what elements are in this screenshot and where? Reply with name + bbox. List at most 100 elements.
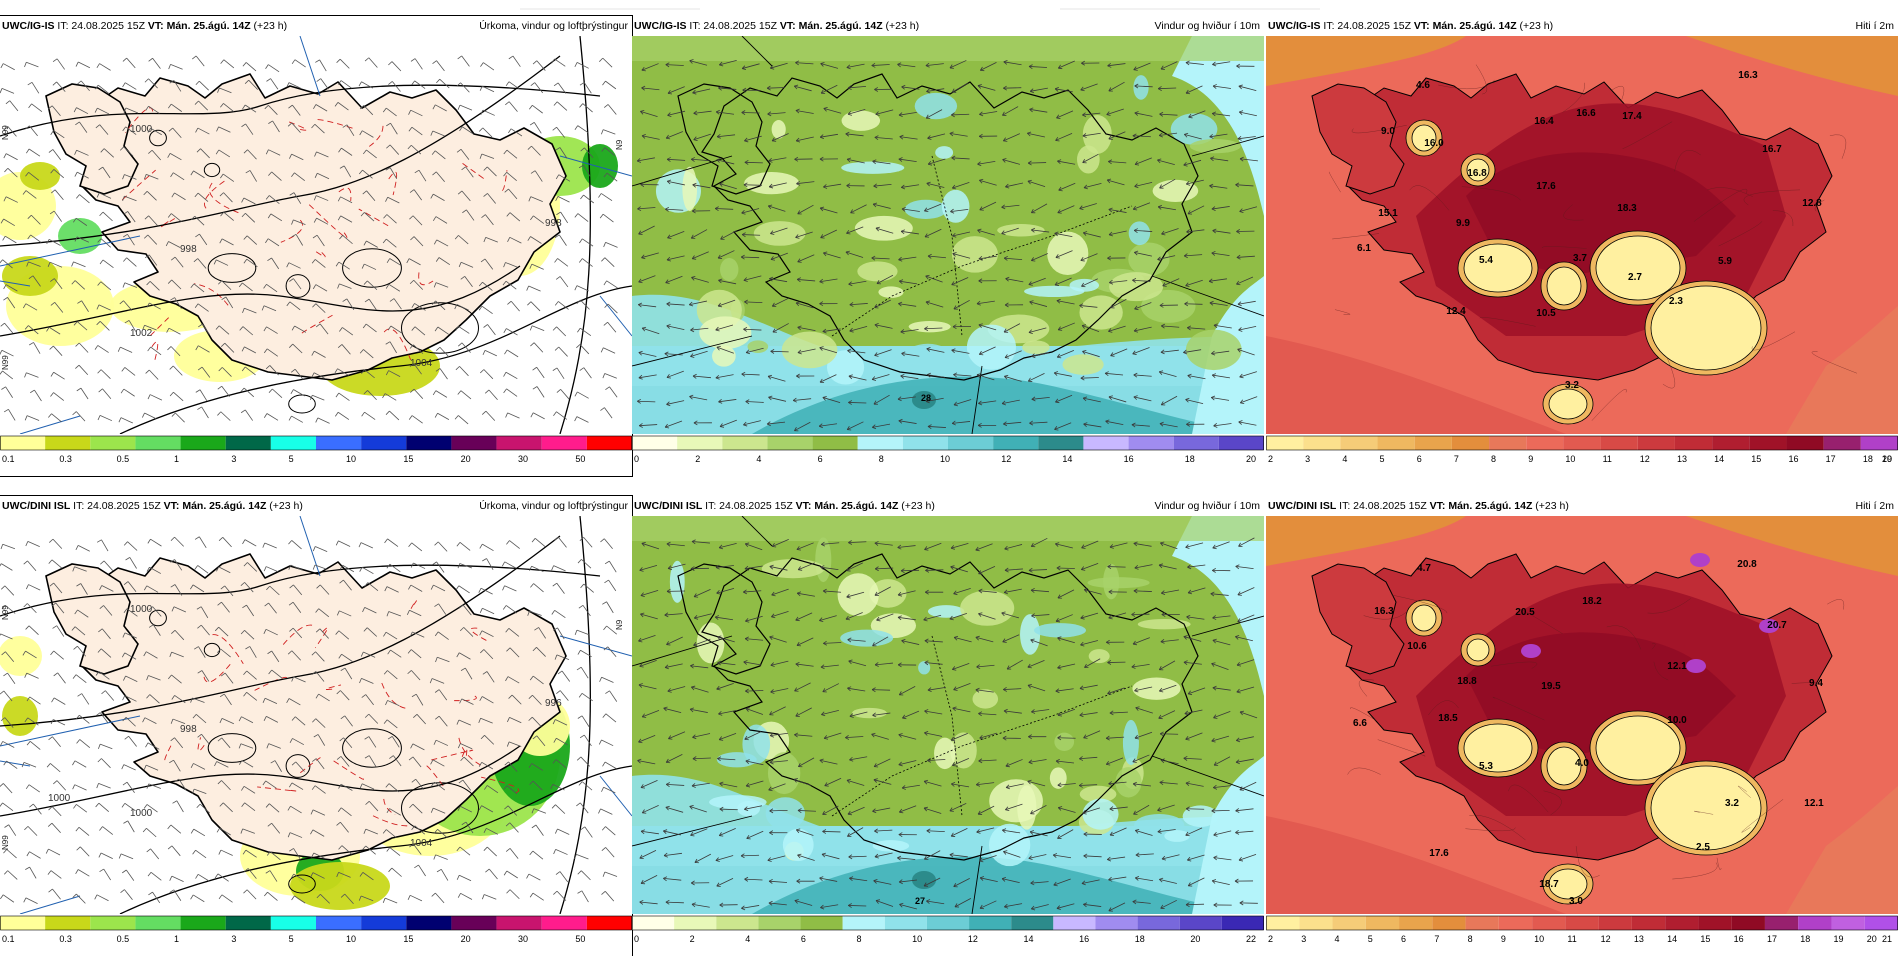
colorbar-swatch	[587, 916, 632, 930]
colorbar-tick-label: 6	[1401, 934, 1406, 944]
temp-label: 5.4	[1479, 255, 1493, 266]
init-time: IT: 24.08.2025 15Z	[73, 500, 161, 512]
colorbar-tick-label: 20	[461, 454, 471, 464]
colorbar-tick-label: 16	[1079, 934, 1089, 944]
colorbar-tick-label: 10	[912, 934, 922, 944]
model-name: UWC/DINI ISL	[2, 500, 70, 512]
colorbar-swatch	[497, 436, 542, 450]
colorbar-tick-label: 2	[1268, 934, 1273, 944]
hot-spot	[1521, 644, 1541, 658]
top-separator-left	[520, 8, 700, 10]
colorbar-tick-label: 1	[174, 454, 179, 464]
wind-patch	[905, 344, 951, 368]
colorbar-swatch	[1712, 436, 1749, 450]
lead-time: (+23 h)	[254, 20, 288, 32]
colorbar-swatch	[135, 916, 180, 930]
glacier	[1651, 766, 1761, 850]
temp-label: 17.6	[1429, 848, 1449, 859]
wind-patch	[754, 221, 806, 246]
wind-patch	[768, 752, 800, 794]
colorbar-tick-label: 20	[1190, 934, 1200, 944]
colorbar-swatch	[927, 916, 969, 930]
temp-label: 16.6	[1576, 108, 1596, 119]
wind-patch	[766, 797, 805, 830]
panel-title: UWC/IG-IS IT: 24.08.2025 15Z VT: Mán. 25…	[1266, 16, 1898, 36]
colorbar-swatch	[1432, 916, 1465, 930]
temp-label: 2.5	[1696, 842, 1710, 853]
wind-patch	[1017, 785, 1036, 829]
colorbar-swatch	[1499, 916, 1532, 930]
colorbar-swatch	[451, 916, 496, 930]
colorbar-swatch	[1340, 436, 1377, 450]
temp-label: 18.7	[1539, 879, 1559, 890]
wind-patch	[744, 172, 799, 194]
colorbar-swatch	[1219, 436, 1264, 450]
temp-label: 5.3	[1479, 761, 1493, 772]
colorbar-tick-label: 15	[1700, 934, 1710, 944]
colorbar-swatch	[406, 916, 451, 930]
temp-label: 10.0	[1667, 715, 1687, 726]
lat-label: N9	[615, 619, 624, 630]
colorbar-swatch	[1865, 916, 1898, 930]
colorbar-tick-label: 18	[1185, 454, 1195, 464]
glacier	[1464, 244, 1532, 292]
wind-patch	[1133, 75, 1148, 100]
colorbar-tick-label: 0.5	[117, 934, 130, 944]
colorbar-tick-label: 16	[1734, 934, 1744, 944]
colorbar-swatch	[767, 436, 812, 450]
temp-label: 3.2	[1565, 380, 1579, 391]
colorbar-swatch	[1601, 436, 1638, 450]
colorbar-tick-label: 0	[634, 454, 639, 464]
wind-patch	[967, 325, 1016, 370]
colorbar-swatch	[45, 436, 90, 450]
colorbar-swatch	[1632, 916, 1665, 930]
colorbar-tick-label: 16	[1124, 454, 1134, 464]
colorbar-tick-label: 50	[575, 454, 585, 464]
colorbar-swatch	[843, 916, 885, 930]
colorbar-swatch	[722, 436, 767, 450]
precip-patch	[2, 256, 58, 296]
wind-patch	[838, 573, 879, 616]
temp-label: 3.2	[1725, 798, 1739, 809]
colorbar-tick-label: 10	[1534, 934, 1544, 944]
wind-patch	[1186, 330, 1242, 370]
wind-patch	[1047, 232, 1088, 275]
colorbar-tick-label: 12	[1601, 934, 1611, 944]
colorbar-tick-label: 17	[1826, 454, 1836, 464]
colorbar-tick-label: 14	[1023, 934, 1033, 944]
colorbar-swatch	[1222, 916, 1264, 930]
panel-title: UWC/DINI ISL IT: 24.08.2025 15Z VT: Mán.…	[632, 496, 1264, 516]
isobar-label: 998	[545, 218, 562, 229]
colorbar-tick-label: 0	[634, 934, 639, 944]
colorbar-swatch	[45, 916, 90, 930]
temp-label: 18.3	[1617, 203, 1637, 214]
glacier	[1412, 605, 1436, 631]
hot-spot	[1690, 553, 1710, 567]
colorbar-tick-label: 9	[1528, 454, 1533, 464]
colorbar-tick-label: 8	[1468, 934, 1473, 944]
colorbar-swatch	[316, 436, 361, 450]
colorbar-swatch	[1749, 436, 1786, 450]
colorbar-swatch	[90, 916, 135, 930]
colorbar-tick-label: 6	[1417, 454, 1422, 464]
temp-label: 12.1	[1804, 798, 1824, 809]
colorbar-tick-label: 2	[690, 934, 695, 944]
colorbar-swatch	[1266, 916, 1299, 930]
colorbar-swatch	[1333, 916, 1366, 930]
colorbar-swatch	[1378, 436, 1415, 450]
isobar-label: 1004	[410, 358, 433, 369]
wind-patch	[960, 590, 1014, 625]
temp-label: 17.4	[1622, 111, 1642, 122]
colorbar-swatch	[758, 916, 800, 930]
max-gust-label: 27	[915, 896, 925, 906]
field-name: Vindur og hviður í 10m	[1155, 16, 1260, 36]
